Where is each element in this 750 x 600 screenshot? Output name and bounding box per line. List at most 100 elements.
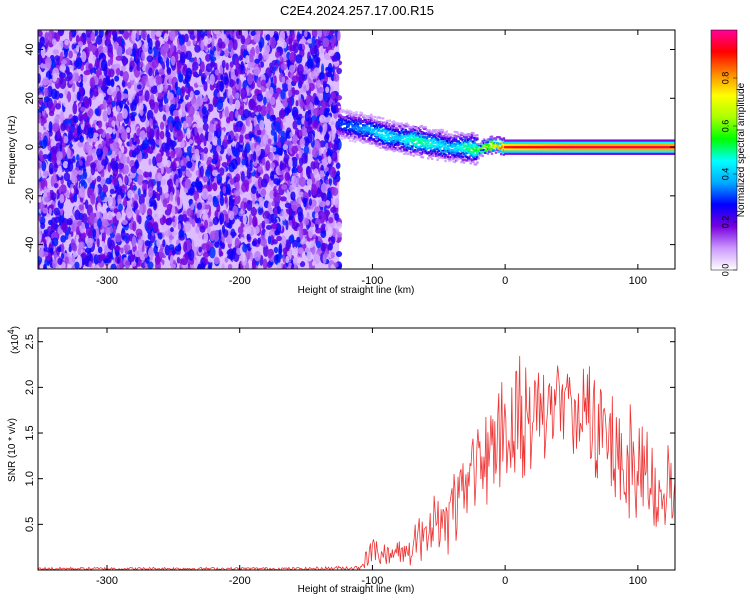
noise-cell (219, 80, 224, 93)
noise-cell (134, 194, 139, 202)
noise-cell (58, 92, 64, 99)
noise-cell (306, 58, 313, 69)
noise-cell (213, 229, 220, 242)
noise-cell (273, 246, 279, 254)
noise-cell (235, 92, 240, 100)
noise-cell (112, 178, 119, 186)
noise-cell (286, 250, 291, 257)
noise-cell (71, 222, 75, 234)
noise-cell (63, 47, 69, 58)
noise-cell (144, 171, 150, 178)
trace-cell (431, 157, 434, 161)
noise-cell (228, 111, 235, 122)
noise-cell (320, 242, 326, 253)
noise-cell (300, 98, 304, 109)
noise-cell (311, 184, 318, 196)
trace-cell (344, 119, 348, 122)
noise-cell (155, 30, 162, 38)
noise-cell (51, 153, 57, 165)
noise-cell (207, 193, 213, 203)
noise-cell (181, 86, 186, 95)
noise-cell (328, 217, 334, 224)
noise-cell (226, 234, 233, 245)
noise-cell (205, 129, 209, 141)
noise-cell (269, 190, 275, 199)
noise-cell (97, 93, 105, 103)
noise-cell (149, 128, 155, 139)
noise-cell (79, 81, 84, 88)
trace-cell (396, 128, 399, 131)
spectrogram-data (38, 30, 675, 269)
trace-cell (407, 124, 410, 127)
noise-cell (265, 67, 272, 79)
trace-cell (360, 127, 364, 130)
noise-cell (319, 140, 326, 148)
noise-cell (288, 64, 296, 74)
trace-cell (420, 124, 423, 128)
noise-cell (275, 254, 279, 261)
noise-cell (38, 112, 42, 118)
noise-cell (163, 32, 169, 42)
noise-cell (121, 145, 125, 154)
noise-cell (218, 246, 222, 258)
noise-cell (101, 140, 106, 146)
noise-cell (269, 151, 274, 161)
noise-cell (276, 147, 283, 156)
noise-cell (216, 145, 222, 153)
noise-cell (115, 232, 122, 243)
trace-cell (427, 157, 430, 160)
noise-cell (96, 147, 104, 158)
noise-cell (260, 169, 264, 175)
noise-cell (52, 49, 59, 55)
noise-cell (261, 220, 266, 229)
noise-cell (269, 162, 276, 169)
noise-cell (136, 64, 141, 71)
noise-cell (282, 41, 287, 49)
noise-cell (203, 147, 209, 154)
noise-cell (331, 187, 339, 197)
noise-cell (237, 226, 244, 235)
noise-cell (211, 36, 215, 48)
noise-cell (235, 30, 243, 40)
noise-cell (109, 160, 117, 170)
noise-cell (271, 201, 275, 207)
noise-cell (114, 75, 120, 82)
noise-cell (165, 159, 172, 168)
noise-cell (41, 102, 45, 112)
noise-cell (296, 117, 302, 126)
noise-cell (75, 57, 83, 70)
trace-cell (355, 128, 358, 131)
noise-cell (48, 153, 52, 161)
noise-cell (96, 237, 100, 248)
noise-cell (141, 234, 146, 241)
noise-cell (38, 54, 43, 61)
noise-cell (106, 87, 113, 96)
noise-cell (39, 36, 46, 47)
noise-cell (308, 82, 315, 92)
noise-cell (121, 93, 129, 99)
noise-cell (203, 219, 209, 230)
noise-cell (80, 106, 86, 112)
noise-cell (143, 40, 148, 49)
noise-cell (287, 89, 293, 98)
noise-cell (313, 119, 319, 129)
noise-cell (260, 189, 267, 196)
noise-cell (280, 89, 286, 100)
noise-cell (238, 55, 243, 61)
noise-cell (133, 200, 138, 210)
noise-cell (259, 119, 265, 131)
noise-cell (39, 81, 44, 87)
noise-cell (118, 30, 125, 35)
noise-cell (55, 142, 61, 149)
noise-cell (280, 196, 287, 202)
noise-cell (88, 63, 93, 70)
noise-cell (178, 229, 185, 239)
noise-cell (325, 71, 333, 78)
noise-cell (295, 100, 299, 107)
noise-cell (129, 72, 135, 81)
noise-cell (115, 67, 121, 76)
trace-cell (404, 135, 407, 138)
noise-cell (273, 75, 277, 86)
noise-cell (40, 222, 46, 230)
noise-cell (179, 139, 185, 149)
